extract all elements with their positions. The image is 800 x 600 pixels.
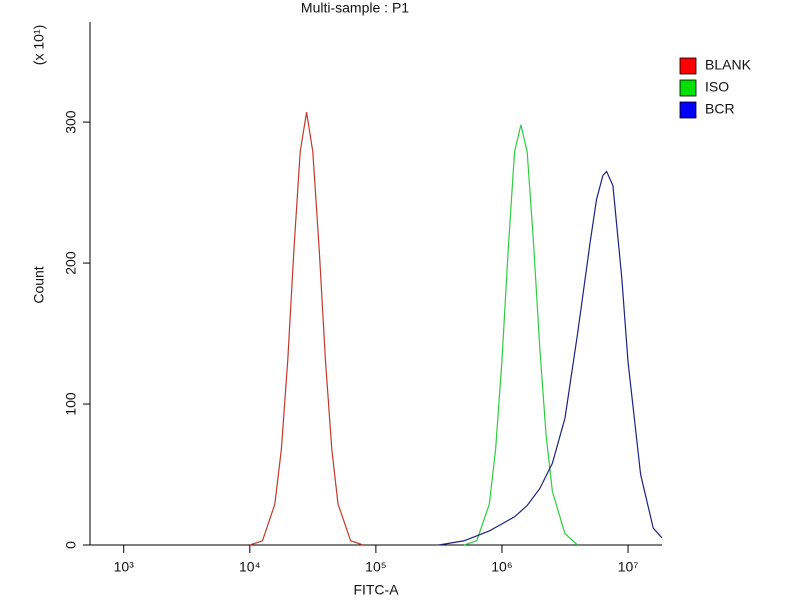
legend-swatch: [679, 57, 697, 75]
legend-label: ISO: [705, 79, 729, 95]
x-tick-label: 10⁴: [239, 559, 261, 575]
x-tick-label: 10⁷: [618, 559, 639, 575]
x-tick-label: 10³: [114, 559, 135, 575]
legend-label: BCR: [705, 101, 735, 117]
legend-swatch: [679, 79, 697, 97]
histogram-line: [438, 170, 663, 546]
y-tick-label: 300: [63, 110, 79, 134]
y-tick-label: 100: [63, 392, 79, 416]
x-tick-label: 10⁵: [365, 559, 386, 575]
y-tick-label: 0: [63, 541, 79, 549]
x-tick-label: 10⁶: [491, 559, 512, 575]
y-axis-label: Count: [31, 266, 47, 303]
y-axis-unit: (x 10¹): [31, 25, 47, 65]
x-axis-label: FITC-A: [353, 582, 399, 598]
y-tick-label: 200: [63, 251, 79, 275]
histogram-line: [249, 112, 364, 546]
histogram-line: [463, 124, 578, 546]
chart-title: Multi-sample : P1: [301, 0, 409, 16]
legend-swatch: [679, 101, 697, 119]
legend-label: BLANK: [705, 57, 752, 73]
